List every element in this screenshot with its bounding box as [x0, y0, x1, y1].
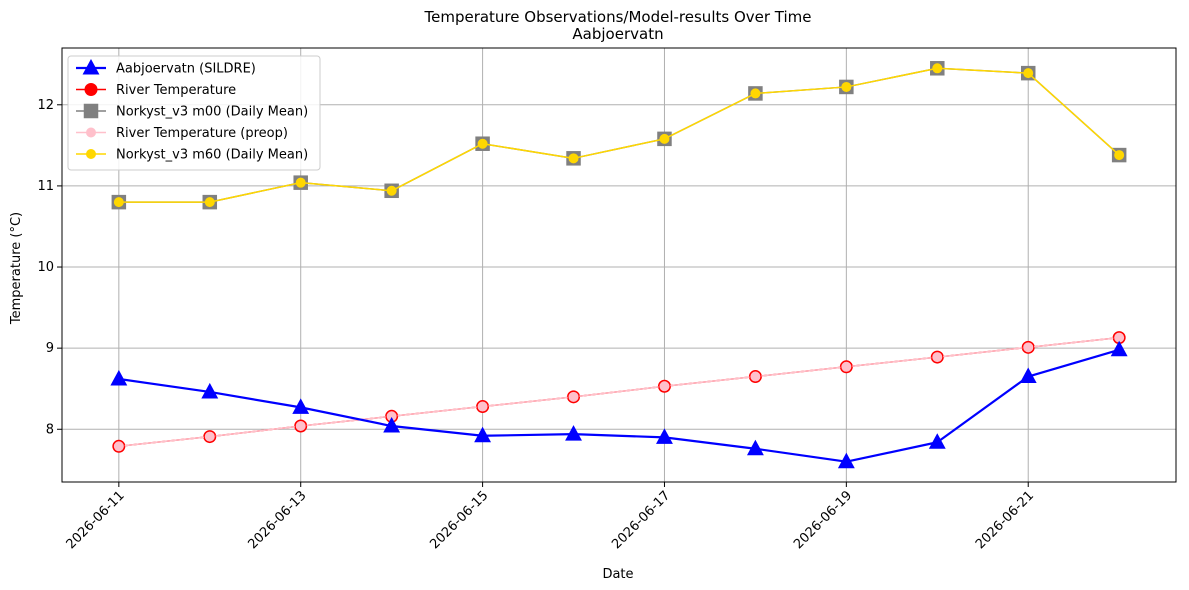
data-point: [837, 452, 855, 469]
data-point: [477, 138, 488, 149]
data-point: [292, 398, 310, 414]
data-point: [294, 420, 307, 433]
data-point: [746, 439, 764, 456]
data-point: [383, 416, 401, 433]
x-tick-label: 2026-06-13: [246, 488, 310, 552]
data-point: [1022, 341, 1035, 354]
legend-label: Norkyst_v3 m00 (Daily Mean): [116, 105, 308, 120]
data-point: [113, 197, 124, 208]
data-point: [1019, 367, 1037, 384]
data-point: [932, 63, 943, 74]
data-point: [474, 426, 492, 443]
legend-marker: [82, 58, 100, 75]
legend-item: River Temperature (preop): [76, 126, 288, 141]
data-point: [841, 81, 852, 92]
data-point: [749, 370, 762, 383]
legend-marker: [84, 83, 98, 96]
y-tick-label: 12: [37, 98, 54, 113]
data-point: [750, 88, 761, 99]
data-point: [1114, 150, 1125, 161]
data-point: [567, 390, 580, 403]
data-point: [928, 433, 946, 449]
data-point: [203, 430, 216, 443]
legend-item: Norkyst_v3 m60 (Daily Mean): [76, 148, 308, 163]
data-point: [568, 153, 579, 164]
y-axis-label: Temperature (°C): [9, 212, 24, 325]
data-point: [1110, 340, 1128, 357]
legend: Aabjoervatn (SILDRE) River Temperature Nor…: [67, 55, 321, 171]
legend-item: Aabjoervatn (SILDRE): [76, 58, 256, 77]
legend-label: Aabjoervatn (SILDRE): [116, 62, 256, 77]
data-point: [295, 177, 306, 188]
data-point: [110, 369, 128, 386]
series-1: [110, 340, 1128, 469]
chart-subtitle: Aabjoervatn: [572, 25, 663, 43]
data-point: [1023, 68, 1034, 79]
chart-title: Temperature Observations/Model-results O…: [423, 8, 811, 26]
data-point: [656, 428, 673, 444]
series-line: [118, 336, 1120, 448]
data-point: [386, 185, 397, 196]
legend-box: [67, 55, 321, 171]
data-point: [201, 382, 219, 399]
x-tick-label: 2026-06-15: [427, 488, 491, 552]
data-point: [112, 440, 125, 453]
data-point: [476, 400, 489, 413]
x-tick-label: 2026-06-17: [609, 488, 673, 552]
y-tick-label: 9: [46, 341, 54, 356]
legend-marker: [86, 149, 96, 159]
data-point: [658, 380, 671, 393]
series-4: [112, 331, 1126, 453]
series-5: [113, 63, 1125, 208]
x-axis-label: Date: [602, 567, 633, 582]
legend-label: River Temperature (preop): [116, 126, 288, 141]
legend-marker: [86, 127, 96, 138]
series-layer: [110, 61, 1128, 469]
legend-item: Norkyst_v3 m00 (Daily Mean): [76, 103, 308, 120]
plot-frame: [61, 47, 1177, 483]
x-tick-label: 2026-06-19: [791, 488, 855, 552]
data-point: [931, 351, 944, 364]
y-tick-label: 11: [37, 179, 54, 194]
y-tick-label: 8: [46, 422, 54, 437]
x-tick-label: 2026-06-11: [64, 488, 128, 552]
series-line: [118, 67, 1120, 203]
legend-label: Norkyst_v3 m60 (Daily Mean): [116, 148, 308, 163]
data-point: [204, 197, 215, 208]
legend-item: River Temperature: [76, 83, 236, 98]
legend-label: River Temperature: [116, 83, 236, 98]
data-point: [659, 133, 670, 144]
y-tick-label: 10: [37, 260, 54, 275]
data-point: [565, 425, 582, 441]
series-line: [118, 348, 1120, 463]
legend-marker: [83, 103, 99, 119]
x-tick-label: 2026-06-21: [973, 488, 1037, 552]
data-point: [840, 360, 853, 373]
